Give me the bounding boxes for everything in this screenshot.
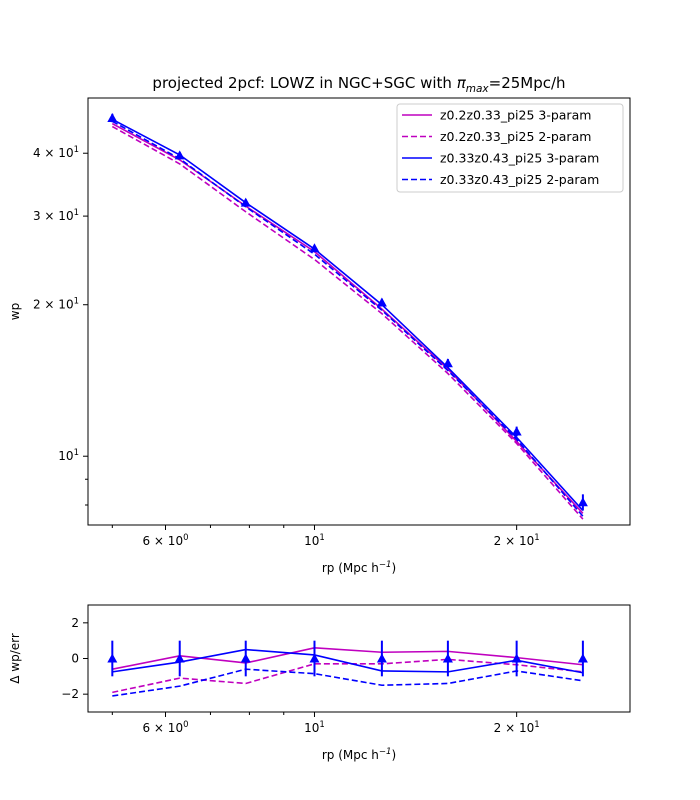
data-point-marker (442, 653, 453, 663)
x-tick-label: 2 × 101 (494, 533, 540, 548)
series-line-1 (111, 125, 584, 520)
tick-exponent: 1 (74, 145, 79, 155)
series-group (112, 646, 584, 697)
x-label-exponent: −1 (379, 560, 392, 570)
series-line-3 (112, 668, 584, 697)
tick-mantissa: 2 × 10 (33, 298, 74, 312)
legend-label-2: z0.33z0.43_pi25 3-param (440, 151, 599, 166)
x-label-close: ) (391, 748, 396, 762)
tick-mantissa: 10 (304, 534, 319, 548)
series-group (111, 118, 584, 520)
series-line-1 (112, 658, 583, 694)
data-point-marker (442, 358, 453, 368)
legend-box (396, 103, 624, 193)
data-point-marker (511, 426, 522, 436)
tick-mantissa: 10 (304, 721, 319, 735)
x-label-text: rp (Mpc h (322, 748, 379, 762)
axes-frame (87, 97, 631, 526)
x-label-close: ) (391, 561, 396, 575)
legend-label-3: z0.33z0.43_pi25 2-param (440, 172, 599, 187)
title-suffix: =25Mpc/h (489, 74, 566, 92)
tick-mantissa: 4 × 10 (33, 146, 74, 160)
tick-exponent: 1 (534, 720, 539, 730)
data-point-marker (240, 653, 251, 663)
y-tick-label: 101 (58, 448, 79, 463)
tick-mantissa: 2 × 10 (494, 721, 535, 735)
tick-exponent: 1 (74, 448, 79, 458)
x-tick-label: 101 (304, 720, 325, 735)
data-point-marker (309, 653, 320, 663)
x-tick-label: 6 × 100 (142, 720, 188, 735)
tick-mantissa: 2 × 10 (494, 534, 535, 548)
x-tick-label: 6 × 100 (142, 533, 188, 548)
y-tick-label: 2 (71, 616, 79, 630)
observed-points (107, 640, 588, 677)
legend-label-1: z0.2z0.33_pi25 2-param (440, 129, 591, 144)
y-tick-label: 0 (71, 652, 79, 666)
y-axis: −2 0 2 (61, 616, 88, 701)
tick-exponent: 1 (534, 533, 539, 543)
data-point-marker (376, 297, 387, 307)
y-axis-label: wp (8, 303, 22, 320)
data-point-marker (309, 243, 320, 253)
title-subscript: max (466, 83, 490, 95)
data-point-marker (107, 653, 118, 663)
x-axis-label: rp (Mpc h−1) (322, 747, 396, 762)
title-prefix: projected 2pcf: LOWZ in NGC+SGC with (152, 74, 456, 92)
series-line-2 (112, 648, 584, 674)
tick-mantissa: 10 (58, 449, 73, 463)
tick-exponent: 1 (74, 297, 79, 307)
data-point-marker (376, 653, 387, 663)
y-axis-label: Δ wp/err (8, 633, 22, 684)
y-tick-label: 3 × 101 (33, 208, 79, 223)
data-point-marker (240, 197, 251, 207)
data-point-marker (511, 653, 522, 663)
legend-label-0: z0.2z0.33_pi25 3-param (440, 108, 591, 123)
x-tick-label: 2 × 101 (494, 720, 540, 735)
observed-points (107, 112, 588, 511)
tick-exponent: 1 (319, 720, 324, 730)
x-label-text: rp (Mpc h (322, 561, 379, 575)
chart-title: projected 2pcf: LOWZ in NGC+SGC with πma… (152, 74, 565, 95)
tick-exponent: 1 (319, 533, 324, 543)
series-line-2 (111, 118, 584, 512)
tick-exponent: 1 (74, 208, 79, 218)
series-line-0 (112, 646, 583, 670)
y-tick-label: 2 × 101 (33, 297, 79, 312)
data-point-marker (577, 653, 588, 663)
y-tick-label: 4 × 101 (33, 145, 79, 160)
x-axis: 6 × 100 101 2 × 101 (111, 712, 540, 735)
title-symbol: π (457, 74, 467, 92)
x-axis-label: rp (Mpc h−1) (322, 560, 396, 575)
x-tick-label: 101 (304, 533, 325, 548)
data-point-marker (174, 150, 185, 160)
tick-mantissa: 6 × 10 (142, 534, 183, 548)
data-point-marker (577, 497, 588, 507)
tick-mantissa: 6 × 10 (142, 721, 183, 735)
data-point-marker (107, 112, 118, 122)
series-line-3 (111, 120, 584, 517)
legend: z0.2z0.33_pi25 3-param z0.2z0.33_pi25 2-p… (396, 103, 624, 193)
y-tick-label: −2 (61, 687, 79, 701)
tick-exponent: 0 (183, 533, 188, 543)
data-point-marker (174, 653, 185, 663)
x-label-exponent: −1 (379, 747, 392, 757)
tick-exponent: 0 (183, 720, 188, 730)
tick-mantissa: 3 × 10 (33, 209, 74, 223)
x-axis: 6 × 100 101 2 × 101 (111, 525, 540, 548)
